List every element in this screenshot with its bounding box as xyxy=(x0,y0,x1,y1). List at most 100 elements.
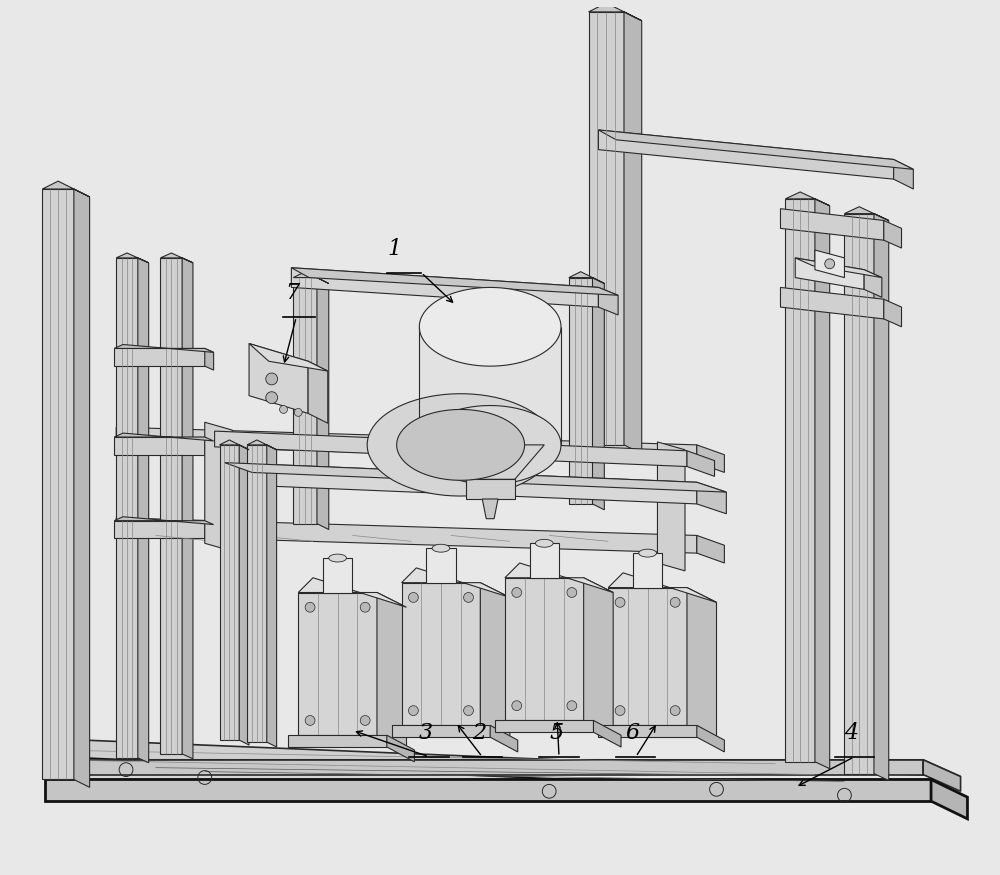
Circle shape xyxy=(512,701,522,710)
Polygon shape xyxy=(495,720,593,732)
Polygon shape xyxy=(589,3,642,21)
Polygon shape xyxy=(205,521,214,542)
Circle shape xyxy=(294,409,302,416)
Polygon shape xyxy=(687,451,715,476)
Polygon shape xyxy=(402,583,480,725)
Polygon shape xyxy=(160,253,193,262)
Polygon shape xyxy=(298,592,377,735)
Polygon shape xyxy=(864,270,882,298)
Text: 4: 4 xyxy=(844,722,858,744)
Polygon shape xyxy=(466,480,515,499)
Polygon shape xyxy=(220,444,239,740)
Polygon shape xyxy=(584,578,613,735)
Polygon shape xyxy=(116,253,149,262)
Circle shape xyxy=(408,705,418,716)
Polygon shape xyxy=(482,499,498,519)
Polygon shape xyxy=(633,553,662,588)
Polygon shape xyxy=(780,209,884,240)
Polygon shape xyxy=(785,199,815,762)
Circle shape xyxy=(464,592,473,602)
Polygon shape xyxy=(569,277,593,504)
Circle shape xyxy=(280,405,287,413)
Polygon shape xyxy=(267,444,277,747)
Circle shape xyxy=(305,602,315,612)
Ellipse shape xyxy=(432,544,450,552)
Polygon shape xyxy=(387,735,414,762)
Polygon shape xyxy=(436,444,544,480)
Polygon shape xyxy=(249,344,308,413)
Polygon shape xyxy=(844,214,874,774)
Circle shape xyxy=(408,592,418,602)
Circle shape xyxy=(567,701,577,710)
Polygon shape xyxy=(697,725,724,752)
Polygon shape xyxy=(780,287,884,318)
Polygon shape xyxy=(598,725,697,737)
Polygon shape xyxy=(288,735,387,747)
Polygon shape xyxy=(884,220,902,248)
Polygon shape xyxy=(298,578,407,607)
Polygon shape xyxy=(182,258,193,759)
Polygon shape xyxy=(894,159,913,189)
Polygon shape xyxy=(923,760,961,791)
Polygon shape xyxy=(657,442,685,570)
Circle shape xyxy=(360,716,370,725)
Text: 6: 6 xyxy=(626,722,640,744)
Text: 7: 7 xyxy=(285,282,299,304)
Polygon shape xyxy=(598,130,913,170)
Polygon shape xyxy=(205,423,232,551)
Text: 1: 1 xyxy=(388,238,402,260)
Polygon shape xyxy=(608,588,687,725)
Polygon shape xyxy=(697,482,726,514)
Polygon shape xyxy=(392,725,490,737)
Polygon shape xyxy=(569,271,604,284)
Polygon shape xyxy=(795,258,864,290)
Polygon shape xyxy=(308,361,328,424)
Polygon shape xyxy=(205,437,214,458)
Polygon shape xyxy=(293,271,329,284)
Polygon shape xyxy=(247,444,267,742)
Polygon shape xyxy=(249,344,328,371)
Polygon shape xyxy=(785,192,830,206)
Polygon shape xyxy=(367,394,554,496)
Polygon shape xyxy=(480,583,510,740)
Polygon shape xyxy=(490,725,518,752)
Polygon shape xyxy=(624,12,642,454)
Polygon shape xyxy=(397,410,525,480)
Polygon shape xyxy=(844,206,889,220)
Circle shape xyxy=(670,705,680,716)
Polygon shape xyxy=(224,463,697,504)
Polygon shape xyxy=(884,299,902,326)
Polygon shape xyxy=(45,758,967,797)
Polygon shape xyxy=(116,518,697,553)
Text: 5: 5 xyxy=(549,722,563,744)
Polygon shape xyxy=(205,348,214,370)
Polygon shape xyxy=(593,720,621,747)
Polygon shape xyxy=(160,258,182,754)
Circle shape xyxy=(305,716,315,725)
Polygon shape xyxy=(697,444,724,472)
Polygon shape xyxy=(593,277,604,510)
Polygon shape xyxy=(419,326,561,444)
Polygon shape xyxy=(687,588,717,740)
Circle shape xyxy=(360,602,370,612)
Polygon shape xyxy=(114,433,214,441)
Polygon shape xyxy=(589,12,624,444)
Polygon shape xyxy=(608,573,717,602)
Circle shape xyxy=(464,705,473,716)
Polygon shape xyxy=(598,287,618,315)
Ellipse shape xyxy=(639,550,656,557)
Polygon shape xyxy=(874,214,889,780)
Circle shape xyxy=(615,705,625,716)
Circle shape xyxy=(266,392,278,403)
Polygon shape xyxy=(220,440,249,450)
Polygon shape xyxy=(215,431,687,466)
Polygon shape xyxy=(291,268,618,295)
Polygon shape xyxy=(419,405,561,484)
Circle shape xyxy=(567,588,577,598)
Polygon shape xyxy=(815,250,844,277)
Polygon shape xyxy=(114,348,205,366)
Polygon shape xyxy=(45,780,931,802)
Polygon shape xyxy=(74,189,90,788)
Polygon shape xyxy=(815,199,830,768)
Polygon shape xyxy=(419,287,561,366)
